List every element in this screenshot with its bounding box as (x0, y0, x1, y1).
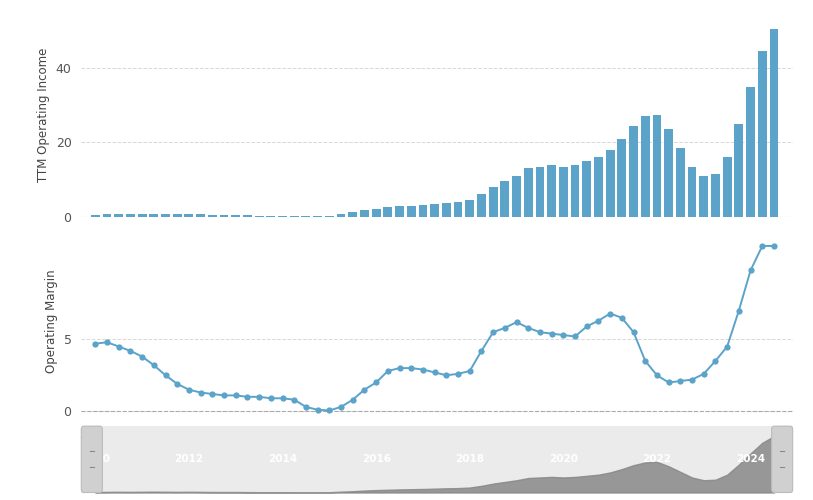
Bar (723, 158, 732, 216)
Bar (501, 182, 509, 216)
Bar (196, 214, 205, 216)
Bar (746, 86, 755, 216)
Bar (115, 214, 124, 216)
Bar (758, 52, 767, 216)
Text: 2024: 2024 (736, 454, 765, 464)
Bar (102, 214, 111, 216)
Bar (512, 176, 521, 216)
Text: 2010: 2010 (80, 454, 110, 464)
Bar (734, 124, 743, 216)
Bar (489, 187, 498, 216)
Bar (699, 176, 708, 216)
Bar (770, 29, 778, 216)
Bar (406, 206, 415, 216)
Bar (477, 194, 486, 216)
Bar (524, 168, 533, 216)
Bar (150, 214, 159, 216)
Bar (91, 215, 100, 216)
Bar (536, 166, 545, 216)
Bar (547, 164, 556, 216)
Bar (582, 161, 591, 216)
Bar (688, 166, 697, 216)
Bar (419, 205, 428, 216)
Bar (243, 215, 252, 216)
Bar (360, 210, 369, 216)
Bar (384, 208, 393, 216)
Bar (606, 150, 615, 216)
Text: 2012: 2012 (175, 454, 203, 464)
Y-axis label: Operating Margin: Operating Margin (45, 270, 58, 373)
Text: 2020: 2020 (549, 454, 578, 464)
Bar (594, 158, 603, 216)
Bar (559, 166, 567, 216)
Bar (430, 204, 439, 216)
FancyBboxPatch shape (772, 426, 793, 492)
Text: 2014: 2014 (268, 454, 297, 464)
Bar (442, 202, 450, 216)
FancyBboxPatch shape (81, 426, 102, 492)
Bar (653, 114, 662, 216)
Bar (126, 214, 135, 216)
Bar (395, 206, 404, 216)
Bar (571, 164, 580, 216)
Bar (372, 208, 380, 216)
Bar (629, 126, 638, 216)
Bar (337, 214, 346, 216)
Bar (465, 200, 474, 216)
Bar (161, 214, 170, 216)
Bar (711, 174, 720, 216)
Bar (676, 148, 685, 216)
Bar (348, 212, 357, 216)
Y-axis label: TTM Operating Income: TTM Operating Income (37, 48, 50, 182)
Bar (454, 202, 463, 216)
Bar (137, 214, 146, 216)
Bar (220, 215, 228, 216)
Bar (208, 215, 217, 216)
Text: 2018: 2018 (455, 454, 485, 464)
Bar (641, 116, 650, 216)
Text: 2022: 2022 (642, 454, 672, 464)
Bar (173, 214, 181, 216)
Text: 2016: 2016 (362, 454, 390, 464)
Bar (617, 138, 626, 216)
Bar (231, 215, 240, 216)
Bar (185, 214, 193, 216)
Bar (664, 130, 673, 216)
